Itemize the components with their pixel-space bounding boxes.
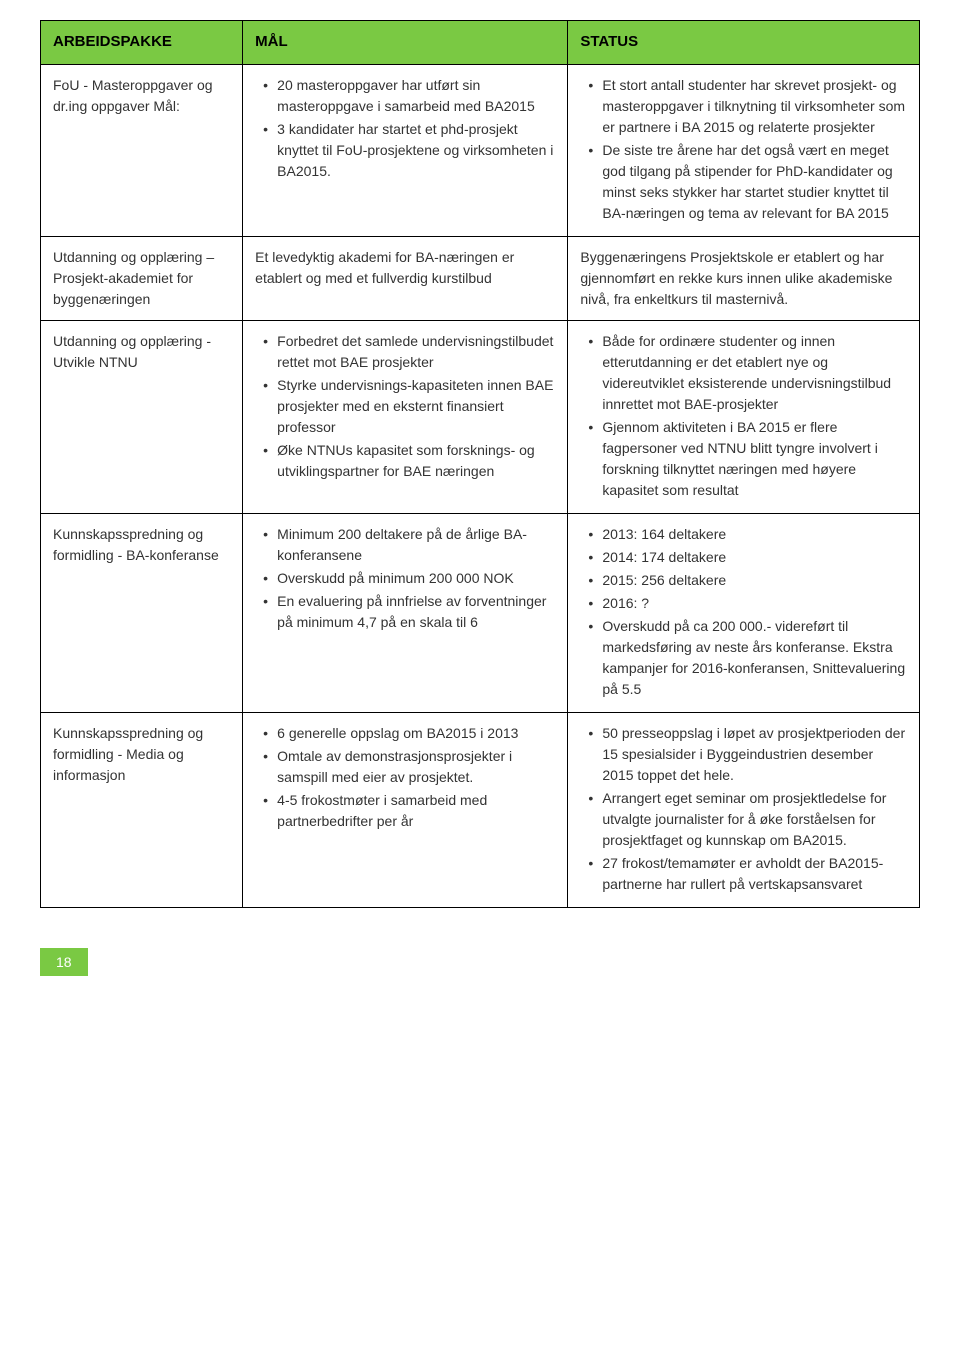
header-status: STATUS — [568, 21, 920, 65]
list-item: Styrke undervisnings-kapasiteten innen B… — [255, 375, 555, 438]
content-table: ARBEIDSPAKKE MÅL STATUS FoU - Masteroppg… — [40, 20, 920, 908]
list-item: Øke NTNUs kapasitet som forsknings- og u… — [255, 440, 555, 482]
list-item: 2014: 174 deltakere — [580, 547, 907, 568]
list-item: 2016: ? — [580, 593, 907, 614]
cell-status: Et stort antall studenter har skrevet pr… — [568, 64, 920, 236]
cell-mal: Et levedyktig akademi for BA-næringen er… — [243, 236, 568, 320]
list-item: 3 kandidater har startet et phd-prosjekt… — [255, 119, 555, 182]
cell-status: 2013: 164 deltakere 2014: 174 deltakere … — [568, 513, 920, 712]
list-item: Overskudd på ca 200 000.- videreført til… — [580, 616, 907, 700]
cell-mal: 20 masteroppgaver har utført sin mastero… — [243, 64, 568, 236]
list-item: 4-5 frokostmøter i samarbeid med partner… — [255, 790, 555, 832]
table-row: Kunnskapsspredning og formidling - BA-ko… — [41, 513, 920, 712]
cell-wp: Kunnskapsspredning og formidling - Media… — [41, 712, 243, 907]
list-item: 6 generelle oppslag om BA2015 i 2013 — [255, 723, 555, 744]
list-item: Gjennom aktiviteten i BA 2015 er flere f… — [580, 417, 907, 501]
cell-status: Byggenæringens Prosjektskole er etablert… — [568, 236, 920, 320]
table-row: Kunnskapsspredning og formidling - Media… — [41, 712, 920, 907]
header-mal: MÅL — [243, 21, 568, 65]
list-item: Et stort antall studenter har skrevet pr… — [580, 75, 907, 138]
page-number: 18 — [40, 948, 88, 976]
cell-mal: 6 generelle oppslag om BA2015 i 2013 Omt… — [243, 712, 568, 907]
list-item: 2013: 164 deltakere — [580, 524, 907, 545]
table-row: Utdanning og opplæring – Prosjekt-akadem… — [41, 236, 920, 320]
cell-wp: Utdanning og opplæring – Prosjekt-akadem… — [41, 236, 243, 320]
list-item: Minimum 200 deltakere på de årlige BA-ko… — [255, 524, 555, 566]
list-item: 27 frokost/temamøter er avholdt der BA20… — [580, 853, 907, 895]
list-item: 20 masteroppgaver har utført sin mastero… — [255, 75, 555, 117]
cell-status: 50 presseoppslag i løpet av prosjektperi… — [568, 712, 920, 907]
cell-wp: Kunnskapsspredning og formidling - BA-ko… — [41, 513, 243, 712]
table-row: Utdanning og opplæring - Utvikle NTNU Fo… — [41, 320, 920, 513]
cell-wp: Utdanning og opplæring - Utvikle NTNU — [41, 320, 243, 513]
list-item: Både for ordinære studenter og innen ett… — [580, 331, 907, 415]
cell-mal: Forbedret det samlede undervisningstilbu… — [243, 320, 568, 513]
list-item: 50 presseoppslag i løpet av prosjektperi… — [580, 723, 907, 786]
list-item: Arrangert eget seminar om prosjektledels… — [580, 788, 907, 851]
cell-wp: FoU - Masteroppgaver og dr.ing oppgaver … — [41, 64, 243, 236]
list-item: Forbedret det samlede undervisningstilbu… — [255, 331, 555, 373]
table-row: FoU - Masteroppgaver og dr.ing oppgaver … — [41, 64, 920, 236]
list-item: Overskudd på minimum 200 000 NOK — [255, 568, 555, 589]
list-item: Omtale av demonstrasjonsprosjekter i sam… — [255, 746, 555, 788]
cell-status: Både for ordinære studenter og innen ett… — [568, 320, 920, 513]
cell-mal: Minimum 200 deltakere på de årlige BA-ko… — [243, 513, 568, 712]
list-item: 2015: 256 deltakere — [580, 570, 907, 591]
header-arbeidspakke: ARBEIDSPAKKE — [41, 21, 243, 65]
list-item: En evaluering på innfrielse av forventni… — [255, 591, 555, 633]
list-item: De siste tre årene har det også vært en … — [580, 140, 907, 224]
